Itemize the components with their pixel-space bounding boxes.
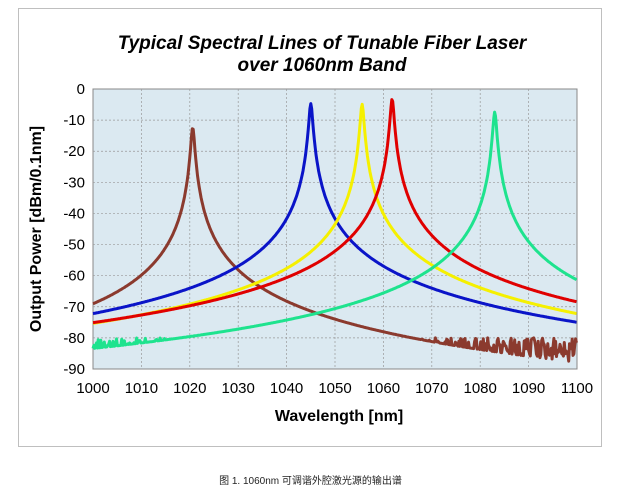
x-tick-label: 1010 <box>125 380 158 397</box>
y-tick-label: -50 <box>63 237 85 254</box>
spectrum-chart: Typical Spectral Lines of Tunable Fiber … <box>28 33 593 425</box>
spectrum-series-3 <box>92 98 578 325</box>
x-axis-label: Wavelength [nm] <box>275 408 403 425</box>
y-tick-label: -60 <box>63 268 85 285</box>
y-tick-label: -30 <box>63 174 85 191</box>
x-tick-label: 1040 <box>270 380 303 397</box>
y-tick-label: -20 <box>63 143 85 160</box>
x-tick-label: 1050 <box>318 380 351 397</box>
y-tick-label: -70 <box>63 299 85 316</box>
x-tick-label: 1080 <box>464 380 497 397</box>
x-tick-label: 1000 <box>76 380 109 397</box>
x-tick-label: 1090 <box>512 380 545 397</box>
y-tick-label: -80 <box>63 330 85 347</box>
x-tick-label: 1030 <box>222 380 255 397</box>
spectrum-series-0 <box>92 127 578 363</box>
chart-title-line-2: over 1060nm Band <box>238 55 407 76</box>
x-tick-label: 1060 <box>367 380 400 397</box>
y-tick-label: -90 <box>63 361 85 378</box>
x-tick-label: 1070 <box>415 380 448 397</box>
figure-caption: 图 1. 1060nm 可调谐外腔激光源的输出谱 <box>219 476 402 487</box>
chart-frame: Typical Spectral Lines of Tunable Fiber … <box>18 8 602 447</box>
x-tick-label: 1020 <box>173 380 206 397</box>
y-axis-label: Output Power [dBm/0.1nm] <box>28 126 45 332</box>
y-tick-label: 0 <box>77 81 85 98</box>
x-tick-label: 1100 <box>561 380 593 397</box>
spectrum-series-1 <box>92 102 578 324</box>
spectrum-series-4 <box>91 110 578 350</box>
y-tick-label: -40 <box>63 205 85 222</box>
y-tick-label: -10 <box>63 112 85 129</box>
chart-title-line-1: Typical Spectral Lines of Tunable Fiber … <box>118 33 528 54</box>
